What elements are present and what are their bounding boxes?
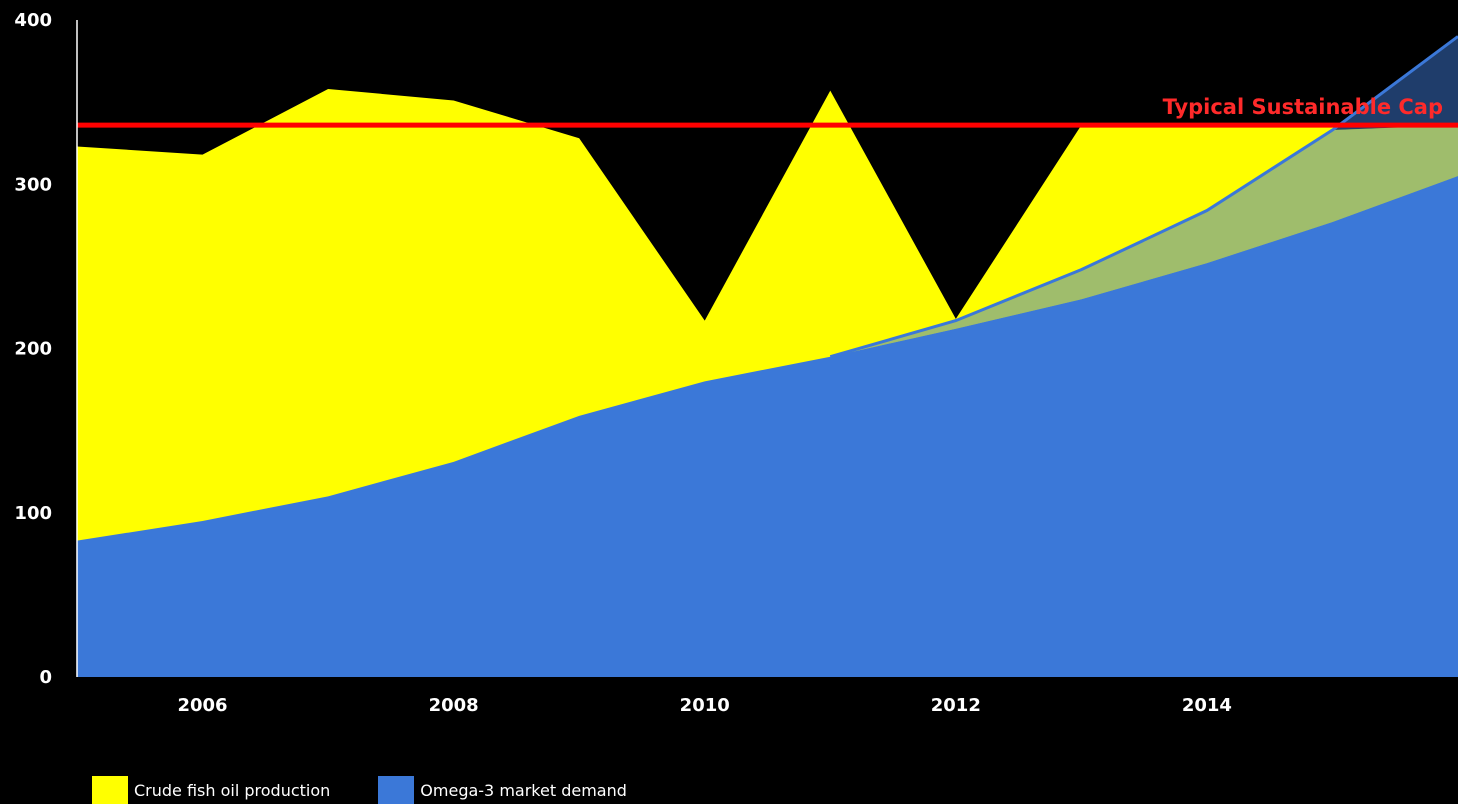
x-tick-label: 2006 [177, 695, 227, 716]
chart-legend: Crude fish oil production Omega-3 market… [92, 776, 675, 804]
area-omega-3-market-demand [77, 176, 1458, 677]
fish-oil-chart: Typical Sustainable Cap 0 100 200 300 400 2006… [14, 10, 1458, 716]
y-tick-label: 300 [14, 174, 52, 195]
legend-label-production: Crude fish oil production [134, 780, 331, 800]
line-demand-projection [829, 35, 1458, 359]
y-tick-label: 200 [14, 339, 52, 360]
legend-swatch-production [92, 776, 128, 804]
y-tick-label: 400 [14, 10, 52, 31]
legend-label-demand: Omega-3 market demand [420, 780, 627, 800]
reference-line-label: Typical Sustainable Cap [1163, 95, 1443, 119]
y-tick-label: 100 [14, 503, 52, 524]
x-tick-label: 2010 [680, 695, 730, 716]
legend-item-demand: Omega-3 market demand [378, 776, 627, 804]
y-tick-label: 0 [39, 667, 52, 688]
x-tick-label: 2008 [429, 695, 479, 716]
legend-item-production: Crude fish oil production [92, 776, 330, 804]
x-tick-label: 2014 [1182, 695, 1232, 716]
x-tick-label: 2012 [931, 695, 981, 716]
legend-swatch-demand [378, 776, 415, 804]
